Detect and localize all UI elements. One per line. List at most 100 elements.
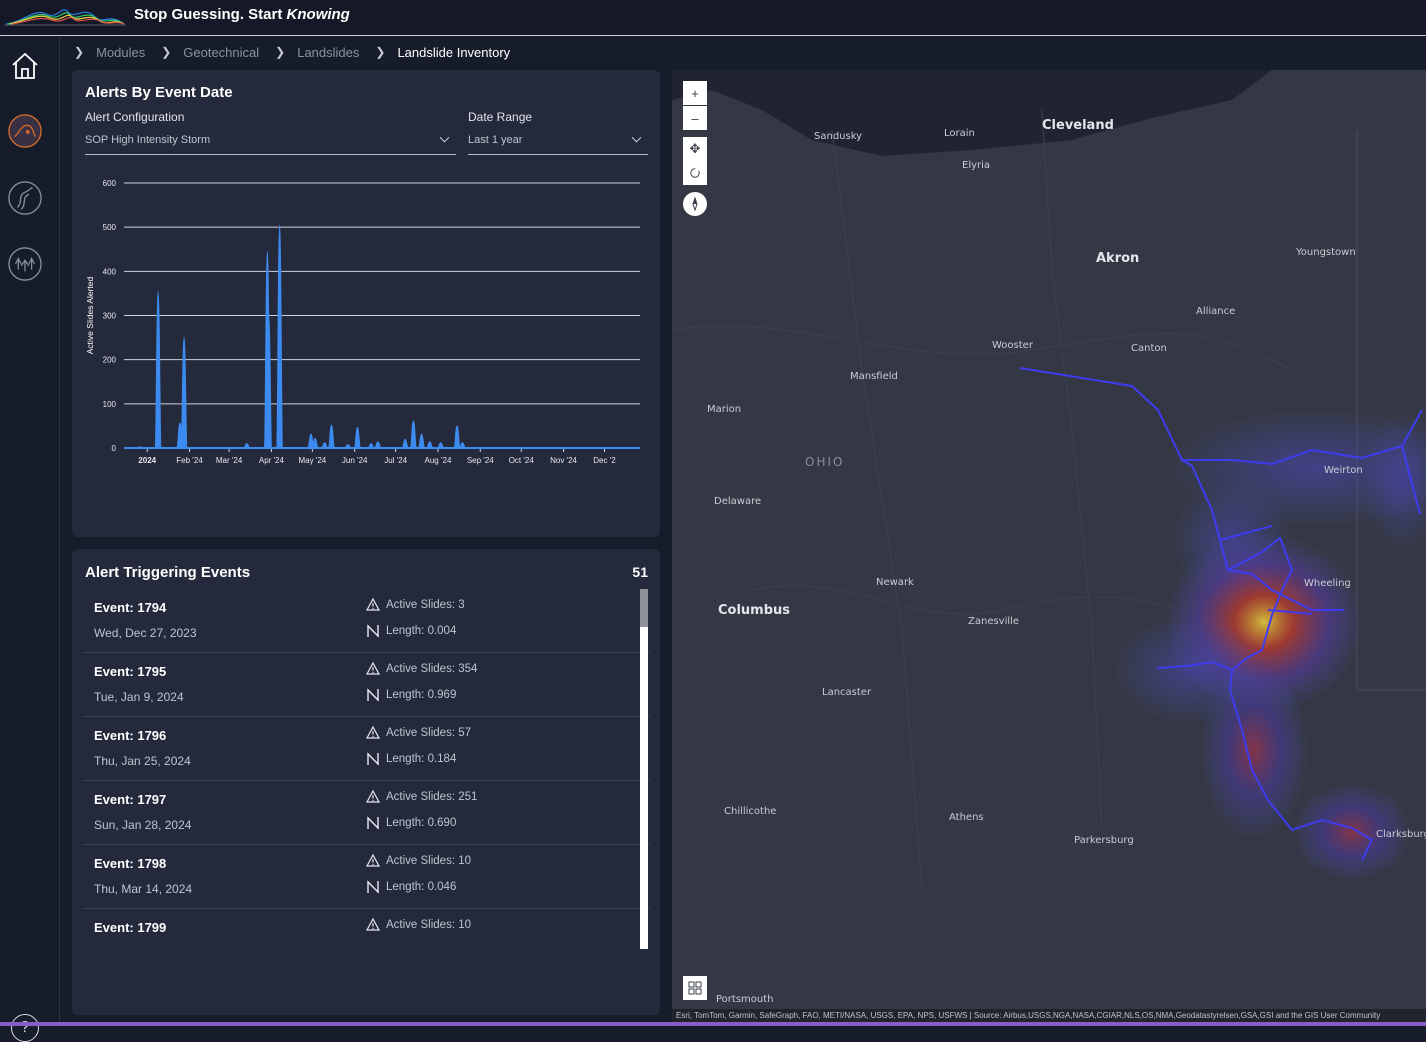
- events-scrollbar[interactable]: [640, 589, 648, 949]
- x-tick-label: Feb '24: [176, 456, 203, 465]
- x-tick-label: Apr '24: [259, 456, 285, 465]
- active-slides-text: Active Slides: 10: [386, 854, 472, 867]
- grid-icon: [688, 981, 702, 995]
- warning-icon: [366, 598, 380, 611]
- brand-logo: [4, 9, 126, 26]
- move-icon: ✥: [689, 141, 701, 156]
- map-label: Sandusky: [814, 131, 863, 142]
- event-date: Thu, Mar 14, 2024: [94, 882, 193, 896]
- chevron-right-icon: ❯: [161, 45, 172, 59]
- event-row[interactable]: Event: 1797 Sun, Jan 28, 2024 Active Slide…: [84, 781, 650, 845]
- events-title: Alert Triggering Events: [85, 564, 251, 581]
- home-button[interactable]: [8, 49, 42, 83]
- event-length: Length: 0.184: [366, 752, 456, 766]
- map-canvas[interactable]: [672, 70, 1426, 1023]
- sidebar: ?: [0, 37, 60, 1042]
- help-button[interactable]: ?: [11, 1014, 39, 1042]
- event-row[interactable]: Event: 1794 Wed, Dec 27, 2023 Active Slide…: [84, 589, 650, 653]
- map-label: Delaware: [714, 496, 762, 507]
- chevron-right-icon: ❯: [74, 45, 85, 59]
- length-text: Length: 0.046: [386, 881, 457, 893]
- compass-icon: [692, 197, 698, 211]
- y-tick-label: 300: [103, 312, 117, 321]
- x-tick-label: May '24: [298, 456, 326, 465]
- vegetation-module-button[interactable]: [8, 247, 42, 281]
- x-tick-label: Oct '24: [509, 456, 535, 465]
- pan-button[interactable]: ✥: [683, 137, 707, 161]
- breadcrumb-geotechnical[interactable]: Geotechnical: [183, 44, 260, 60]
- map-label: Weirton: [1324, 465, 1363, 476]
- map-label: Marion: [707, 404, 742, 415]
- events-list[interactable]: Event: 1794 Wed, Dec 27, 2023 Active Slide…: [84, 589, 650, 949]
- active-slides-text: Active Slides: 251: [386, 790, 478, 803]
- scrollbar-thumb[interactable]: [640, 589, 648, 627]
- map-view[interactable]: Cleveland Sandusky Lorain Elyria Akron Youngs…: [672, 70, 1426, 1023]
- alerts-by-date-card: Alerts By Event Date Alert Configuration…: [72, 70, 660, 537]
- map-label: Canton: [1131, 343, 1167, 354]
- data-peak: [180, 336, 188, 449]
- alert-events-card: Alert Triggering Events 51 Event: 1794 We…: [72, 549, 660, 1015]
- event-row[interactable]: Event: 1799 Active Slides: 10: [84, 909, 650, 949]
- active-slides-text: Active Slides: 3: [386, 598, 465, 611]
- length-icon: [367, 752, 379, 766]
- event-date: Sun, Jan 28, 2024: [94, 818, 192, 832]
- event-title: Event: 1797: [94, 792, 167, 807]
- warning-icon: [366, 918, 380, 931]
- length-text: Length: 0.969: [386, 689, 457, 701]
- chevron-down-icon: [439, 132, 450, 143]
- map-label: Mansfield: [850, 371, 898, 382]
- alert-config-select[interactable]: SOP High Intensity Storm: [85, 132, 456, 155]
- event-date: Thu, Jan 25, 2024: [94, 754, 191, 768]
- zoom-in-button[interactable]: +: [683, 81, 707, 105]
- event-row[interactable]: Event: 1798 Thu, Mar 14, 2024 Active Slide…: [84, 845, 650, 909]
- landslide-module-button[interactable]: [8, 114, 42, 148]
- warning-icon: [366, 854, 380, 867]
- zoom-out-button[interactable]: –: [683, 106, 707, 130]
- map-label: Lorain: [944, 128, 975, 139]
- map-label: Wheeling: [1304, 578, 1351, 589]
- breadcrumb-landslides[interactable]: Landslides: [297, 44, 360, 60]
- data-peak: [327, 424, 336, 449]
- basemap-toggle-button[interactable]: [683, 976, 707, 1000]
- event-title: Event: 1798: [94, 856, 167, 871]
- event-date: Tue, Jan 9, 2024: [94, 690, 184, 704]
- chevron-right-icon: ❯: [375, 45, 386, 59]
- warning-icon: [366, 662, 380, 675]
- x-tick-label: Dec '2: [593, 456, 616, 465]
- length-icon: [367, 880, 379, 894]
- event-length: Length: 0.046: [366, 880, 456, 894]
- event-active-slides: Active Slides: 10: [366, 918, 471, 931]
- map-label: Clarksburg: [1376, 829, 1426, 840]
- x-tick-label: 2024: [138, 456, 156, 465]
- event-active-slides: Active Slides: 354: [366, 662, 477, 675]
- y-tick-label: 200: [103, 356, 117, 365]
- active-slides-text: Active Slides: 57: [386, 726, 472, 739]
- data-peak: [409, 420, 417, 449]
- rotate-button[interactable]: [683, 161, 707, 185]
- event-row[interactable]: Event: 1796 Thu, Jan 25, 2024 Active Slide…: [84, 717, 650, 781]
- data-peak: [154, 291, 162, 449]
- date-range-select[interactable]: Last 1 year: [468, 132, 648, 155]
- length-text: Length: 0.004: [386, 625, 457, 637]
- data-peak: [276, 224, 284, 449]
- event-row[interactable]: Event: 1795 Tue, Jan 9, 2024 Active Slides…: [84, 653, 650, 717]
- river-icon: [8, 181, 42, 215]
- x-tick-label: Nov '24: [550, 456, 577, 465]
- data-peak: [453, 425, 461, 449]
- breadcrumb-landslide-inventory: Landslide Inventory: [397, 44, 511, 60]
- x-tick-label: Sep '24: [467, 456, 494, 465]
- alerts-chart-title: Alerts By Event Date: [85, 84, 233, 101]
- map-label: Lancaster: [822, 687, 872, 698]
- y-tick-label: 500: [103, 223, 117, 232]
- hydrology-module-button[interactable]: [8, 181, 42, 215]
- map-label: Athens: [949, 812, 984, 823]
- warning-icon: [366, 726, 380, 739]
- top-bar: Stop Guessing. Start Knowing: [0, 0, 1426, 36]
- length-text: Length: 0.184: [386, 753, 457, 765]
- active-slides-text: Active Slides: 354: [386, 662, 478, 675]
- bottom-accent-line: [0, 1022, 1426, 1026]
- length-icon: [367, 816, 379, 830]
- compass-button[interactable]: [683, 192, 707, 216]
- breadcrumb-modules[interactable]: Modules: [96, 44, 146, 60]
- map-label: Parkersburg: [1074, 835, 1134, 846]
